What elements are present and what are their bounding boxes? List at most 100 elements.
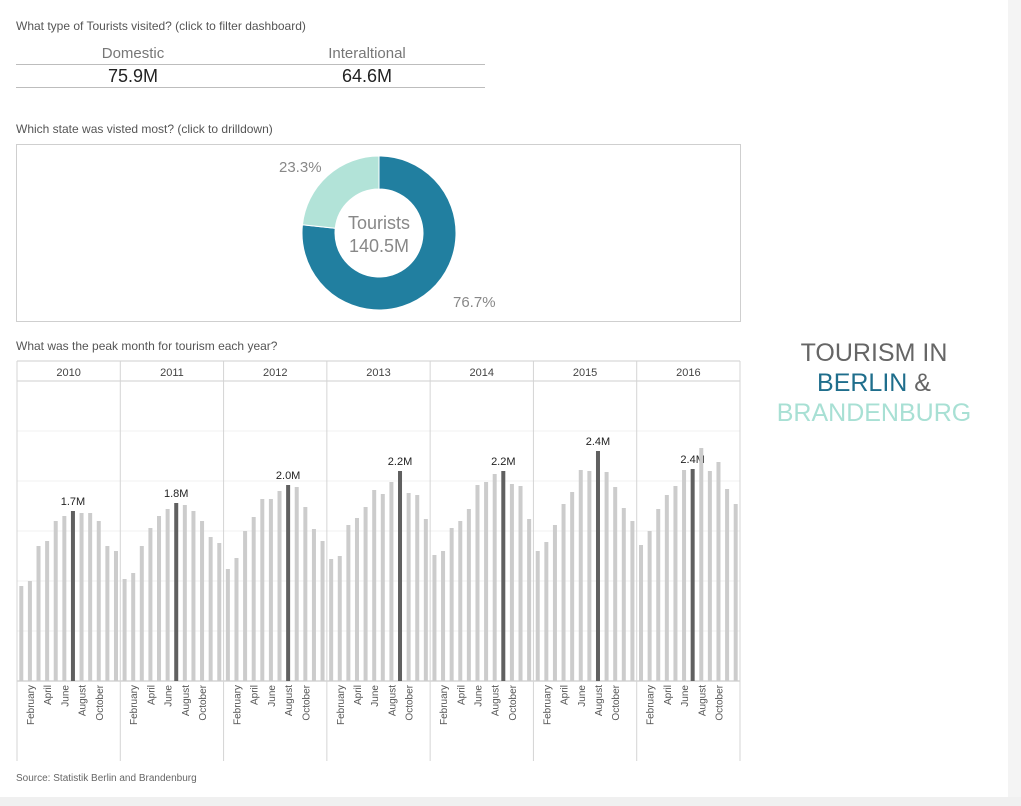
bar-2014-november: [518, 486, 523, 681]
bar-2013-march: [346, 525, 351, 681]
bar-2015-march: [552, 525, 557, 681]
kpi-international-value: 64.6M: [341, 66, 393, 86]
kpi-international[interactable]: Interaltional 64.6M: [250, 44, 484, 87]
kpi-question: What type of Tourists visited? (click to…: [16, 19, 306, 33]
year-header-2014: 2014: [470, 367, 494, 379]
kpi-divider-bottom: [16, 87, 485, 88]
month-tick-label: June: [164, 685, 175, 707]
bar-2011-january: [122, 579, 127, 681]
frame-bottom-edge: [0, 797, 1021, 806]
donut-slice-0[interactable]: [301, 155, 457, 311]
kpi-domestic-label: Domestic: [101, 45, 165, 62]
bar-2014-february: [441, 551, 446, 681]
month-tick-label: February: [232, 685, 243, 725]
bar-2013-november: [415, 495, 420, 681]
bar-2011-june: [165, 509, 170, 681]
bar-2012-march: [243, 531, 248, 681]
bar-2012-september: [294, 487, 299, 681]
month-tick-label: April: [250, 685, 261, 705]
month-tick-label: February: [646, 685, 657, 725]
year-header-2016: 2016: [676, 367, 700, 379]
month-tick-label: February: [336, 685, 347, 725]
bar-2010-october: [96, 521, 101, 681]
month-tick-label: August: [594, 685, 605, 716]
peak-bar-2011: [174, 503, 179, 681]
year-header-2013: 2013: [366, 367, 390, 379]
month-tick-label: October: [198, 684, 209, 720]
kpi-domestic[interactable]: Domestic 75.9M: [16, 44, 250, 87]
bar-2015-december: [630, 521, 635, 681]
year-header-2011: 2011: [160, 367, 184, 379]
bar-2016-september: [707, 471, 712, 681]
peak-bar-2015: [595, 451, 600, 681]
peak-label-2015: 2.4M: [586, 436, 610, 448]
year-header-2015: 2015: [573, 367, 597, 379]
bar-2015-october: [613, 487, 618, 681]
bar-2016-january: [639, 545, 644, 681]
bar-2016-october: [716, 462, 721, 681]
bar-2015-june: [578, 470, 583, 681]
title-line-2: BERLIN &: [760, 368, 988, 398]
month-tick-label: June: [267, 685, 278, 707]
state-donut-chart[interactable]: 76.7% 23.3% Tourists 140.5M: [17, 145, 740, 321]
bar-2013-october: [406, 493, 411, 681]
month-tick-label: October: [95, 684, 106, 720]
month-tick-label: October: [301, 684, 312, 720]
bar-2011-may: [157, 516, 162, 681]
bar-2011-april: [148, 528, 153, 681]
kpi-international-label: Interaltional: [328, 45, 406, 62]
bar-2012-january: [225, 569, 230, 681]
bar-2012-june: [268, 499, 273, 681]
month-tick-label: August: [697, 685, 708, 716]
bar-2012-may: [260, 499, 265, 681]
peak-label-2013: 2.2M: [388, 456, 412, 468]
title-brandenburg: BRANDENBURG: [776, 399, 972, 427]
bar-2015-april: [561, 504, 566, 681]
month-tick-label: August: [387, 685, 398, 716]
bar-2014-october: [509, 484, 514, 681]
month-tick-label: June: [370, 685, 381, 707]
bar-2013-february: [337, 556, 342, 681]
bar-2010-march: [36, 546, 41, 681]
bar-2015-november: [621, 508, 626, 681]
month-tick-label: June: [680, 685, 691, 707]
month-tick-label: April: [663, 685, 674, 705]
bar-2012-december: [320, 541, 325, 681]
bar-2012-july: [277, 491, 282, 681]
bar-2012-november: [311, 529, 316, 681]
bar-2012-april: [251, 517, 256, 681]
bar-2011-february: [131, 573, 136, 681]
bar-2016-december: [733, 504, 738, 681]
month-tick-label: August: [284, 685, 295, 716]
month-tick-label: October: [714, 684, 725, 720]
bar-2015-september: [604, 472, 609, 681]
bar-2014-august: [492, 474, 497, 681]
donut-slice-label-1: 23.3%: [279, 159, 322, 176]
peak-bar-2014: [501, 471, 506, 681]
month-tick-label: October: [508, 684, 519, 720]
peak-bar-2010: [70, 511, 75, 681]
bar-2013-april: [354, 518, 359, 681]
bar-2011-december: [217, 543, 222, 681]
kpi-divider-top: [16, 64, 485, 65]
peak-label-2011: 1.8M: [164, 488, 188, 500]
donut-question: Which state was visted most? (click to d…: [16, 122, 273, 136]
bar-2010-may: [53, 521, 58, 681]
month-tick-label: June: [577, 685, 588, 707]
source-note: Source: Statistik Berlin and Brandenburg: [16, 773, 197, 784]
bar-2015-february: [544, 542, 549, 681]
bar-2013-june: [372, 490, 377, 681]
bar-2014-july: [484, 482, 489, 681]
bar-2010-june: [62, 516, 67, 681]
donut-center-label: Tourists: [348, 213, 410, 233]
bar-2011-november: [208, 537, 213, 681]
bar-2016-march: [656, 509, 661, 681]
bar-2015-may: [570, 492, 575, 681]
frame-right-edge: [1008, 0, 1021, 806]
donut-slice-1[interactable]: [301, 155, 380, 229]
bar-2016-june: [682, 470, 687, 681]
peak-bar-2013: [398, 471, 403, 681]
peak-bar-2012: [286, 485, 291, 681]
bar-2010-january: [19, 586, 24, 681]
month-tick-label: April: [560, 685, 571, 705]
